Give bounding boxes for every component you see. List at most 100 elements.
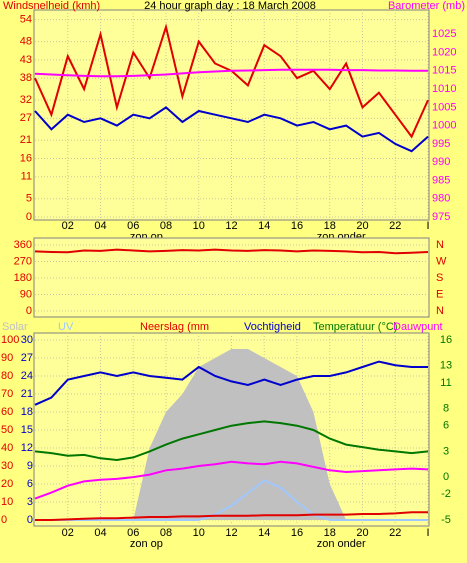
x-tick-label: 18 <box>324 527 336 539</box>
y3-tick-label: 21 <box>21 388 33 400</box>
x-tick-label: 10 <box>193 220 205 232</box>
y2-tick-label: E <box>436 288 443 300</box>
y2-tick-label: 1015 <box>432 65 456 77</box>
y-tick-label: 48 <box>20 35 32 47</box>
y-tick-label: 80 <box>1 370 13 382</box>
x-tick-label: 06 <box>127 220 139 232</box>
x-tick-label: 12 <box>225 527 237 539</box>
y-tick-label: 90 <box>20 288 32 300</box>
y-tick-label: 270 <box>14 255 32 267</box>
y2-tick-label: 0 <box>443 471 449 483</box>
y2-tick-label: 975 <box>432 211 450 223</box>
x-tick-label: 04 <box>94 220 106 232</box>
y-tick-label: 0 <box>26 305 32 317</box>
title: 24 hour graph day : 18 March 2008 <box>144 0 316 12</box>
x-tick-label: 22 <box>389 220 401 232</box>
y-tick-label: 60 <box>1 406 13 418</box>
line <box>35 511 428 521</box>
y2-axis-label: Barometer (mb) <box>388 0 465 12</box>
y2-tick-label: 13 <box>440 360 452 372</box>
y-tick-label: 32 <box>20 94 32 106</box>
y-tick-label: 10 <box>1 496 13 508</box>
y2-tick-label: W <box>436 255 447 267</box>
legend-entry: Dauwpunt <box>393 321 443 333</box>
x-tick-label: 20 <box>356 220 368 232</box>
y-tick-label: 100 <box>1 334 19 346</box>
y-tick-label: 5 <box>26 193 32 205</box>
y2-tick-label: 3 <box>443 445 449 457</box>
y2-tick-label: 985 <box>432 174 450 186</box>
y-tick-label: 90 <box>1 352 13 364</box>
legend-entry: Neerslag (mm <box>140 321 209 333</box>
x-tick-label: 04 <box>94 527 106 539</box>
legend-entry: UV <box>58 321 74 333</box>
y2-tick-label: N <box>436 305 444 317</box>
y-tick-label: 20 <box>1 478 13 490</box>
y3-tick-label: 6 <box>27 478 33 490</box>
y-tick-label: 30 <box>1 460 13 472</box>
line <box>34 68 428 78</box>
y-tick-label: 43 <box>20 54 32 66</box>
x-tick-label: 18 <box>324 220 336 232</box>
line <box>34 106 429 153</box>
y2-tick-label: 11 <box>440 377 451 389</box>
area <box>35 349 428 520</box>
line <box>34 360 428 406</box>
x-tick-label: 14 <box>258 527 270 539</box>
y2-tick-label: -5 <box>441 514 451 526</box>
line <box>34 248 429 255</box>
y-tick-label: 0 <box>1 514 7 526</box>
y-tick-label: 21 <box>20 134 32 146</box>
y-tick-label: 0 <box>26 211 32 223</box>
y2-tick-label: 8 <box>443 402 449 414</box>
x-tick-label: I <box>426 220 429 232</box>
y3-tick-label: 30 <box>21 334 33 346</box>
y2-tick-label: 6 <box>443 420 449 432</box>
y3-tick-label: 18 <box>21 406 33 418</box>
y-tick-label: 54 <box>20 14 32 26</box>
y2-tick-label: 990 <box>432 156 450 168</box>
y2-tick-label: -2 <box>441 488 451 500</box>
y-tick-label: 70 <box>1 388 13 400</box>
annotation: zon op <box>130 538 163 550</box>
y3-tick-label: 12 <box>21 442 33 454</box>
y3-tick-label: 3 <box>27 496 33 508</box>
y-axis-label: Windsnelheid (kmh) <box>3 0 100 12</box>
y2-tick-label: 1010 <box>432 83 456 95</box>
x-tick-label: I <box>426 527 429 539</box>
y-tick-label: 360 <box>14 239 32 251</box>
y-tick-label: 27 <box>20 112 32 124</box>
line <box>35 479 428 521</box>
x-tick-label: 08 <box>160 220 172 232</box>
x-tick-label: 10 <box>193 527 205 539</box>
x-tick-label: 16 <box>291 527 303 539</box>
y-tick-label: 40 <box>1 442 13 454</box>
y3-tick-label: 15 <box>21 424 33 436</box>
x-tick-label: 02 <box>62 220 74 232</box>
y2-tick-label: 16 <box>440 334 452 346</box>
y-tick-label: 180 <box>14 272 32 284</box>
y2-tick-label: 1025 <box>432 28 456 40</box>
y2-tick-label: S <box>436 272 443 284</box>
line <box>34 420 429 462</box>
y2-tick-label: 980 <box>432 193 450 205</box>
y2-tick-label: 1020 <box>432 46 456 58</box>
x-tick-label: 20 <box>356 527 368 539</box>
y2-tick-label: N <box>436 239 444 251</box>
y-tick-label: 38 <box>20 72 32 84</box>
y2-tick-label: 1005 <box>432 101 456 113</box>
y3-tick-label: 27 <box>21 352 33 364</box>
legend-entry: Vochtigheid <box>244 321 301 333</box>
y3-tick-label: 24 <box>21 370 33 382</box>
legend-entry: Temperatuur (°C) <box>313 321 397 333</box>
y-tick-label: 11 <box>21 171 32 183</box>
y3-tick-label: 9 <box>27 460 33 472</box>
annotation: zon onder <box>317 538 366 550</box>
y2-tick-label: 995 <box>432 138 450 150</box>
x-tick-label: 16 <box>291 220 303 232</box>
legend-entry: Solar <box>2 321 28 333</box>
x-tick-label: 08 <box>160 527 172 539</box>
x-tick-label: 06 <box>127 527 139 539</box>
y2-tick-label: 1000 <box>432 120 456 132</box>
